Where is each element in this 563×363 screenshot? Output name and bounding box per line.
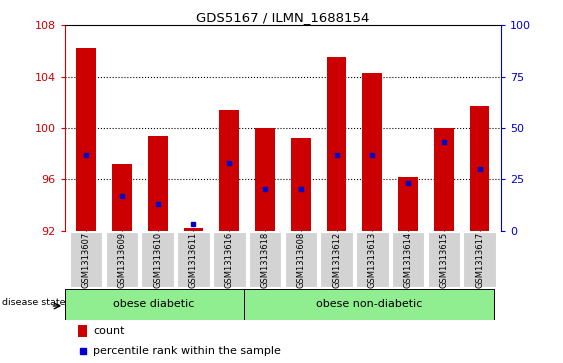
Bar [141,232,174,287]
Bar [148,136,168,231]
Bar [77,49,96,231]
Bar [470,106,489,231]
Text: obese diabetic: obese diabetic [114,299,195,309]
Bar [291,138,311,231]
Text: disease state: disease state [2,298,65,307]
Bar [78,325,87,337]
Bar [184,228,203,231]
Bar [320,232,353,287]
Text: GSM1313616: GSM1313616 [225,232,234,289]
Text: count: count [93,326,124,336]
Bar [255,128,275,231]
Bar [284,232,317,287]
Bar [463,232,496,287]
Bar [363,73,382,231]
Bar [112,164,132,231]
Bar [398,177,418,231]
Bar [249,232,282,287]
Bar [220,110,239,231]
Bar [434,128,454,231]
Bar [70,232,102,287]
Text: GSM1313609: GSM1313609 [118,232,127,288]
Text: GSM1313614: GSM1313614 [404,232,413,288]
Text: percentile rank within the sample: percentile rank within the sample [93,346,281,356]
Text: GSM1313610: GSM1313610 [153,232,162,288]
Text: GSM1313608: GSM1313608 [296,232,305,289]
Bar [177,232,210,287]
Bar [327,57,346,231]
Text: GSM1313617: GSM1313617 [475,232,484,289]
Text: GSM1313611: GSM1313611 [189,232,198,288]
Text: GSM1313613: GSM1313613 [368,232,377,289]
Text: GSM1313618: GSM1313618 [261,232,270,289]
Text: GSM1313607: GSM1313607 [82,232,91,289]
Text: obese non-diabetic: obese non-diabetic [315,299,422,309]
Bar [106,232,138,287]
Bar [65,289,244,320]
Text: GSM1313612: GSM1313612 [332,232,341,288]
Bar [213,232,245,287]
Bar [427,232,460,287]
Bar [356,232,388,287]
Text: GSM1313615: GSM1313615 [439,232,448,288]
Bar [392,232,425,287]
Bar [244,289,494,320]
Title: GDS5167 / ILMN_1688154: GDS5167 / ILMN_1688154 [196,11,369,24]
